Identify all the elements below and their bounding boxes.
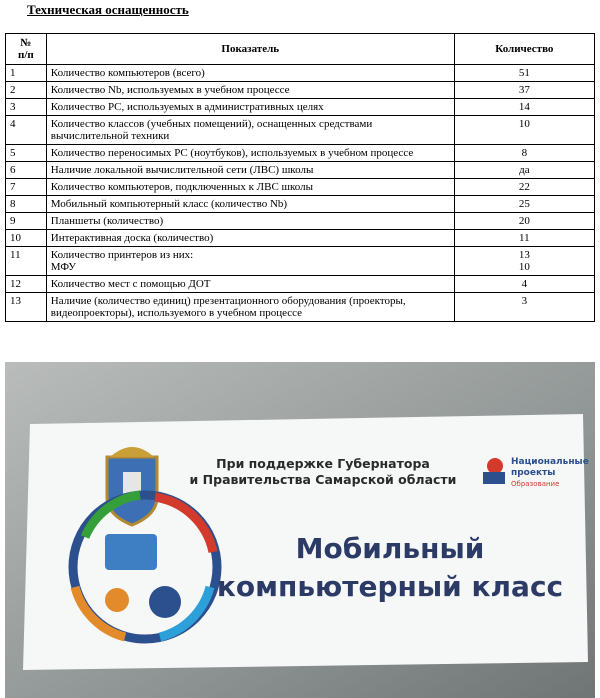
table-cell: 51 <box>453 64 596 82</box>
column-header: Количество <box>453 33 596 65</box>
table-cell: 12 <box>5 275 47 293</box>
table-cell: 2 <box>5 81 47 99</box>
table-row: 13 Наличие (количество единиц) презентаци… <box>5 292 596 322</box>
table-cell: Интерактивная доска (количество) <box>45 229 455 247</box>
support-line: При поддержке Губернатора <box>216 456 430 471</box>
table-cell: 4 <box>453 275 596 293</box>
table-row: 5 Количество переносимых PC (ноутбуков), … <box>5 144 596 162</box>
doc-title: Техническая оснащенность <box>27 2 189 17</box>
brand-name: Национальные <box>511 457 589 467</box>
column-header: Показатель <box>45 33 455 65</box>
table-cell: 10 <box>5 229 47 247</box>
column-header: № п/п <box>5 33 47 65</box>
table-cell: 6 <box>5 161 47 179</box>
sign-photo: При поддержке Губернатора и Правительств… <box>5 362 595 698</box>
table-cell: Мобильный компьютерный класс (количество… <box>45 195 455 213</box>
table-row: 4 Количество классов (учебных помещений),… <box>5 115 596 145</box>
table-row: 9 Планшеты (количество) 20 <box>5 212 596 230</box>
table-cell: 9 <box>5 212 47 230</box>
table-cell: 7 <box>5 178 47 196</box>
table-row: 10 Интерактивная доска (количество) 11 <box>5 229 596 247</box>
table-cell: 14 <box>453 98 596 116</box>
table-cell: Количество компьютеров, подключенных к Л… <box>45 178 455 196</box>
table-row: 12 Количество мест с помощью ДОТ 4 <box>5 275 596 293</box>
table-row: 3 Количество PC, используемых в администр… <box>5 98 596 116</box>
table-head: № п/п Показатель Количество <box>5 33 596 65</box>
table-cell: 37 <box>453 81 596 99</box>
table-cell: Наличие локальной вычислительной сети (Л… <box>45 161 455 179</box>
table-row: 2 Количество Nb, используемых в учебном п… <box>5 81 596 99</box>
table-cell: Количество PC, используемых в администра… <box>45 98 455 116</box>
table-cell: 22 <box>453 178 596 196</box>
table-cell: 4 <box>5 115 47 145</box>
table-cell: Количество принтеров из них: МФУ <box>45 246 455 276</box>
equipment-table: № п/п Показатель Количество 1 Количество ко… <box>5 33 596 322</box>
table-cell: Количество Nb, используемых в учебном пр… <box>45 81 455 99</box>
table-cell: 8 <box>453 144 596 162</box>
emblem <box>105 447 159 527</box>
table-row: 7 Количество компьютеров, подключенных к … <box>5 178 596 196</box>
table-cell: Наличие (количество единиц) презентацион… <box>45 292 455 322</box>
table-cell: 10 <box>453 115 596 145</box>
project-logo <box>68 490 222 644</box>
table-cell: 3 <box>5 98 47 116</box>
table-cell: Количество переносимых PC (ноутбуков), и… <box>45 144 455 162</box>
support-line: и Правительства Самарской области <box>190 472 457 487</box>
table-cell: 13 10 <box>453 246 596 276</box>
table-cell: Количество классов (учебных помещений), … <box>45 115 455 145</box>
table-row: 8 Мобильный компьютерный класс (количеств… <box>5 195 596 213</box>
table-row: 6 Наличие локальной вычислительной сети (… <box>5 161 596 179</box>
table-cell: да <box>453 161 596 179</box>
brand-sub: Образование <box>511 480 559 488</box>
table-cell: Планшеты (количество) <box>45 212 455 230</box>
brand-name: проекты <box>511 468 555 478</box>
headline: компьютерный класс <box>217 570 563 603</box>
table-cell: Количество компьютеров (всего) <box>45 64 455 82</box>
table-body: 1 Количество компьютеров (всего) 51 2 Количе… <box>5 64 596 322</box>
brand-logo <box>483 458 505 484</box>
table-cell: Количество мест с помощью ДОТ <box>45 275 455 293</box>
header-row: № п/п Показатель Количество <box>5 33 596 65</box>
table-cell: 3 <box>453 292 596 322</box>
table-cell: 25 <box>453 195 596 213</box>
table-cell: 20 <box>453 212 596 230</box>
headline: Мобильный <box>296 532 485 565</box>
table-row: 1 Количество компьютеров (всего) 51 <box>5 64 596 82</box>
table-cell: 5 <box>5 144 47 162</box>
table-cell: 1 <box>5 64 47 82</box>
table-row: 11 Количество принтеров из них: МФУ 13 10 <box>5 246 596 276</box>
table-cell: 11 <box>453 229 596 247</box>
table-cell: 13 <box>5 292 47 322</box>
table-cell: 8 <box>5 195 47 213</box>
table-cell: 11 <box>5 246 47 276</box>
